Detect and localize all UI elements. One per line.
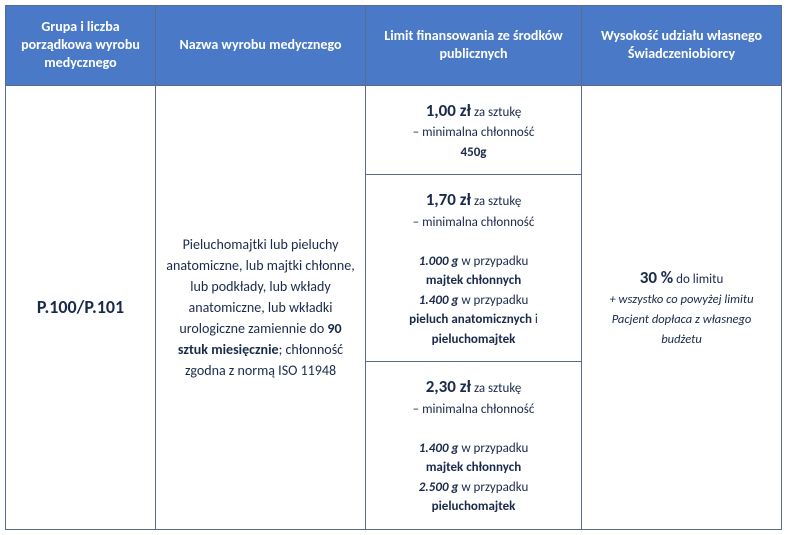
limit-tier-3: 2,30 zł za sztukę – minimalna chłonność …: [366, 362, 582, 530]
abs-target-b: pieluchomajtek: [432, 332, 516, 347]
table-header-row: Grupa i liczba porządkowa wyrobu medyczn…: [6, 6, 782, 86]
limit-tier-1: 1,00 zł za sztukę – minimalna chłonność …: [366, 85, 582, 175]
header-group: Grupa i liczba porządkowa wyrobu medyczn…: [6, 6, 156, 86]
abs-case: w przypadku: [461, 293, 528, 308]
price-value: 2,30 zł: [426, 376, 471, 397]
product-code: P.100/P.101: [6, 85, 156, 529]
price-per: za sztukę: [474, 381, 521, 396]
abs-case: w przypadku: [461, 441, 528, 456]
abs-target: majtek chłonnych: [426, 460, 521, 475]
abs-val: 1.400 g: [419, 293, 459, 308]
abs-val: 1.000 g: [419, 254, 459, 269]
min-value: 450g: [461, 145, 487, 160]
abs-target-a: pieluch anatomicznych: [409, 312, 532, 327]
share-pct: 30 %: [640, 267, 673, 288]
share-rest: do limitu: [676, 272, 723, 287]
abs-target: pieluchomajtek: [432, 499, 516, 514]
table-row: P.100/P.101 Pieluchomajtki lub pieluchy …: [6, 85, 782, 175]
header-limit: Limit finansowania ze środków publicznyc…: [366, 6, 582, 86]
limit-tier-2: 1,70 zł za sztukę – minimalna chłonność …: [366, 175, 582, 362]
min-label: – minimalna chłonność: [413, 125, 535, 140]
product-description: Pieluchomajtki lub pieluchy anatomiczne,…: [156, 85, 366, 529]
header-share: Wysokość udziału własnego Świadczeniobio…: [582, 6, 782, 86]
price-value: 1,00 zł: [426, 100, 471, 121]
price-value: 1,70 zł: [426, 189, 471, 210]
price-per: za sztukę: [474, 194, 521, 209]
abs-val: 2.500 g: [419, 480, 459, 495]
abs-case: w przypadku: [461, 254, 528, 269]
abs-val: 1.400 g: [419, 441, 459, 456]
header-name: Nazwa wyrobu medycznego: [156, 6, 366, 86]
financing-table: Grupa i liczba porządkowa wyrobu medyczn…: [5, 5, 782, 530]
min-label: – minimalna chłonność: [413, 215, 535, 230]
abs-target: majtek chłonnych: [426, 273, 521, 288]
patient-share: 30 % do limitu + wszystko co powyżej lim…: [582, 85, 782, 529]
price-per: za sztukę: [474, 105, 521, 120]
abs-conj: i: [532, 312, 538, 327]
share-note: + wszystko co powyżej limitu Pacjent dop…: [610, 292, 754, 347]
abs-case: w przypadku: [461, 480, 528, 495]
min-label: – minimalna chłonność: [413, 402, 535, 417]
